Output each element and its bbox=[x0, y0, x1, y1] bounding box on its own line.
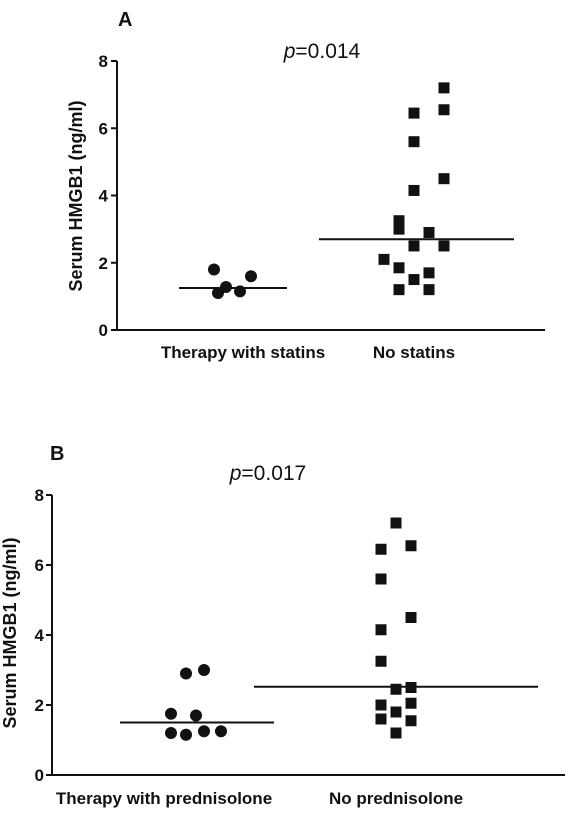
panel-b-group-0-point-2 bbox=[165, 707, 177, 720]
panel-b-group-1-point-4 bbox=[375, 624, 387, 636]
panel-a-group-1-point-8 bbox=[423, 226, 435, 238]
panel-b-category-label-0: Therapy with prednisolone bbox=[56, 789, 272, 808]
panel-b-group-0-point-7 bbox=[165, 727, 177, 739]
panel-b-group-1-point-14 bbox=[390, 727, 402, 739]
panel-a-axes bbox=[116, 61, 545, 331]
panel-b-group-1-point-6 bbox=[375, 655, 387, 667]
panel-b-category-label-1: No prednisolone bbox=[329, 789, 463, 808]
panel-b-group-1-point-7 bbox=[390, 683, 402, 695]
panel-a-y-tick-label-2: 4 bbox=[99, 187, 109, 206]
panel-a-p-symbol: p bbox=[283, 40, 296, 63]
panel-a-p-value: p=0.014 bbox=[283, 40, 361, 63]
panel-b-y-ticks: 0 2 4 6 8 bbox=[35, 486, 52, 785]
panel-a-p-number: =0.014 bbox=[295, 40, 360, 63]
panel-b-group-1-point-5 bbox=[405, 612, 417, 623]
panel-a-group-1-point-10 bbox=[408, 240, 420, 252]
panel-b-p-number: =0.017 bbox=[241, 462, 306, 485]
panel-a-group-1-point-12 bbox=[393, 262, 405, 274]
panel-a-group-1-point-7 bbox=[393, 223, 405, 235]
panel-a-y-ticks: 0 2 4 6 8 bbox=[99, 52, 117, 340]
panel-a-y-tick-label-4: 8 bbox=[99, 52, 108, 71]
panel-b-group-1-point-13 bbox=[405, 715, 417, 727]
panel-a-group-0-point-0 bbox=[208, 263, 220, 276]
panel-b-y-tick-label-0: 0 bbox=[35, 766, 44, 785]
panel-a-y-axis-label: Serum HMGB1 (ng/ml) bbox=[66, 100, 86, 291]
panel-b-y-tick-label-1: 2 bbox=[35, 696, 44, 715]
panel-b-group-0-point-5 bbox=[180, 728, 192, 741]
panel-a-group-1-point-11 bbox=[378, 253, 390, 265]
panel-b-group-0-point-4 bbox=[215, 725, 227, 738]
panel-a-marks bbox=[179, 82, 514, 300]
panel-a-letter: A bbox=[118, 9, 132, 31]
panel-a-group-1-point-14 bbox=[408, 274, 420, 286]
panel-b: B p=0.017 Serum HMGB1 (ng/ml) 0 2 4 6 8 Ther… bbox=[0, 443, 565, 808]
panel-b-p-value: p=0.017 bbox=[229, 462, 307, 485]
panel-b-marks bbox=[120, 517, 538, 741]
panel-a-group-1-point-15 bbox=[393, 284, 405, 296]
panel-a-group-1-point-9 bbox=[438, 240, 450, 252]
panel-b-y-tick-label-4: 8 bbox=[35, 486, 44, 505]
panel-a-category-label-0: Therapy with statins bbox=[161, 343, 325, 362]
panel-b-group-1-point-0 bbox=[390, 517, 402, 529]
panel-a-group-1-point-3 bbox=[408, 136, 420, 148]
panel-a-group-1-point-6 bbox=[393, 215, 405, 227]
panel-a-y-tick-label-1: 2 bbox=[99, 254, 108, 273]
panel-a-group-0-point-4 bbox=[245, 270, 257, 283]
panel-b-group-0-point-6 bbox=[198, 725, 210, 738]
panel-a-group-1-point-0 bbox=[438, 82, 450, 94]
panel-b-p-symbol: p bbox=[229, 462, 242, 485]
panel-a-group-1-point-13 bbox=[423, 267, 435, 279]
panel-a-group-1-point-4 bbox=[408, 184, 420, 196]
panel-b-group-1-point-1 bbox=[375, 543, 387, 555]
panel-b-group-0-point-0 bbox=[180, 667, 192, 680]
panel-b-group-1-point-11 bbox=[375, 699, 387, 711]
panel-a-group-1-point-5 bbox=[438, 173, 450, 185]
panel-a: A p=0.014 Serum HMGB1 (ng/ml) 0 2 4 6 8 Ther… bbox=[66, 9, 545, 362]
panel-a-group-1-point-16 bbox=[423, 284, 435, 296]
panel-a-group-1-point-1 bbox=[408, 107, 420, 119]
panel-b-group-1-point-9 bbox=[405, 697, 417, 709]
panel-a-y-tick-label-0: 0 bbox=[99, 321, 108, 340]
panel-b-group-1-point-2 bbox=[405, 540, 417, 552]
panel-b-letter: B bbox=[50, 443, 64, 465]
panel-b-group-0-point-1 bbox=[198, 664, 210, 676]
panel-a-group-1-point-2 bbox=[438, 104, 450, 116]
panel-b-y-tick-label-3: 6 bbox=[35, 556, 44, 575]
panel-b-group-0-point-3 bbox=[190, 709, 202, 722]
panel-b-y-axis-label: Serum HMGB1 (ng/ml) bbox=[0, 537, 20, 728]
panel-a-category-label-1: No statins bbox=[373, 343, 455, 362]
panel-a-group-0-point-2 bbox=[212, 287, 224, 300]
panel-b-group-1-point-10 bbox=[390, 706, 402, 718]
panel-b-group-1-point-3 bbox=[375, 573, 387, 585]
panel-b-y-tick-label-2: 4 bbox=[35, 626, 45, 645]
panel-b-axes bbox=[51, 495, 565, 776]
panel-b-group-1-point-12 bbox=[375, 713, 387, 725]
panel-a-y-tick-label-3: 6 bbox=[99, 119, 108, 138]
